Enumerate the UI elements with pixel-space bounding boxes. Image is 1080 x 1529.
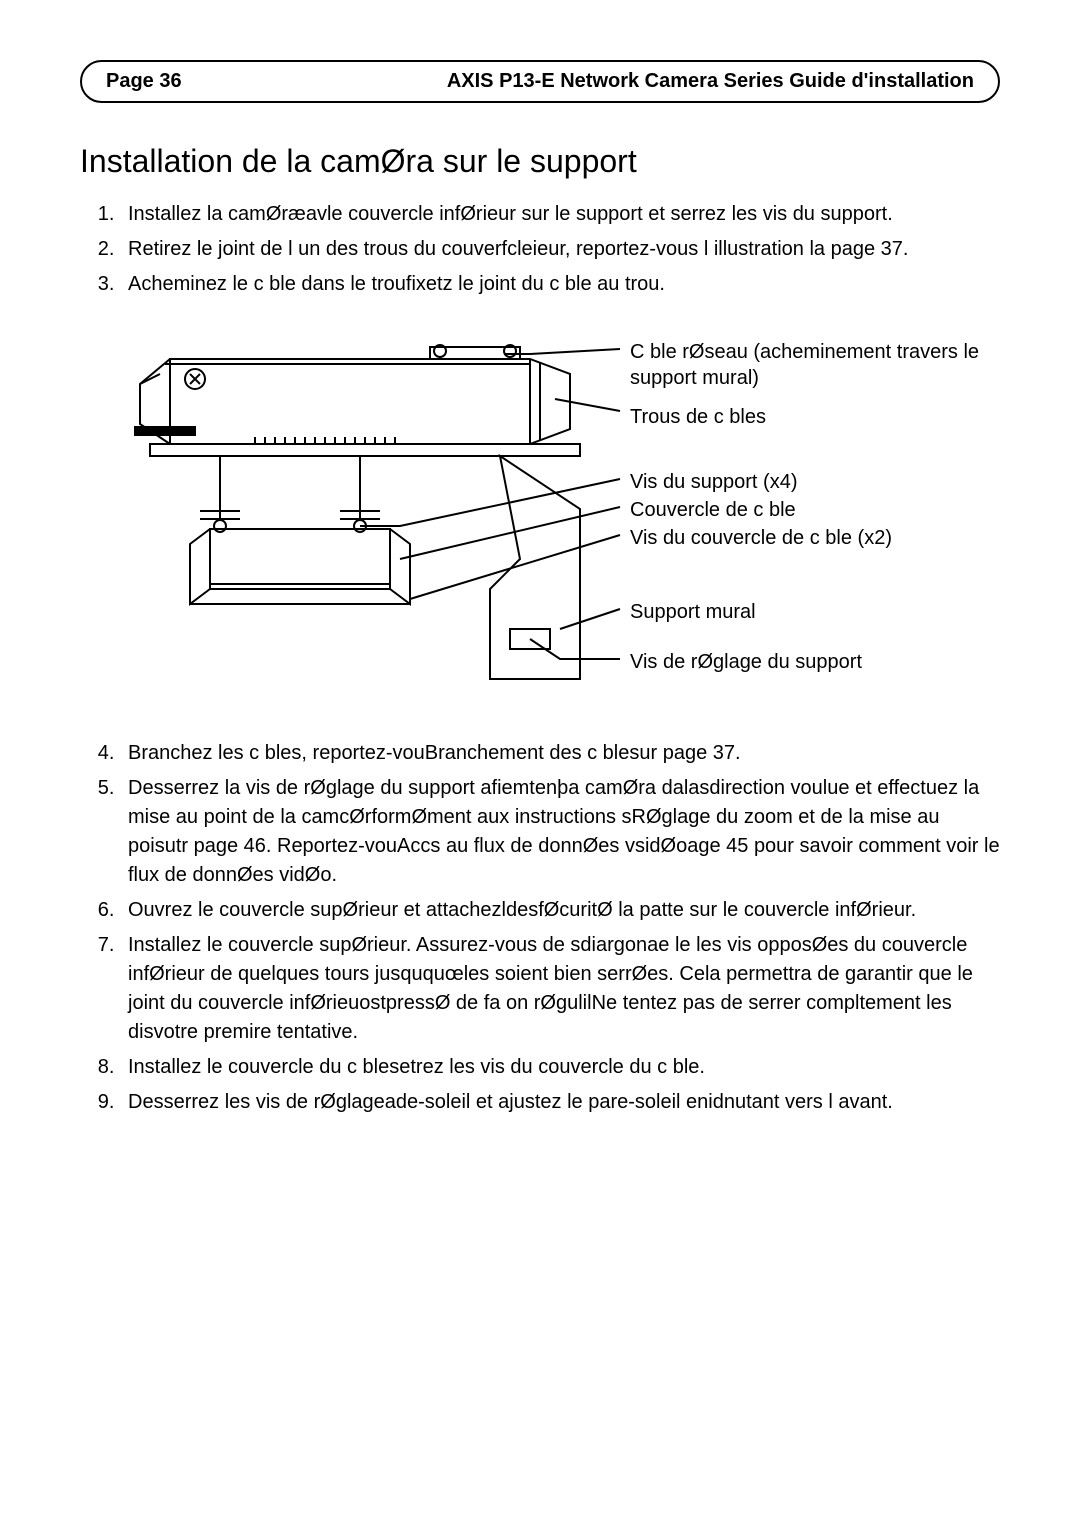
diagram-label: Vis de rØglage du support: [630, 649, 862, 675]
steps-list-bottom: Branchez les c bles, reportez-vouBranche…: [80, 739, 1000, 1117]
diagram-label: Trous de c bles: [630, 404, 766, 430]
step-item: Installez la camØræavle couvercle infØri…: [120, 200, 1000, 229]
doc-title: AXIS P13-E Network Camera Series Guide d…: [447, 70, 974, 93]
steps-list-top: Installez la camØræavle couvercle infØri…: [80, 200, 1000, 299]
diagram-label: Vis du couvercle de c ble (x2): [630, 525, 892, 551]
step-item: Ouvrez le couvercle supØrieur et attache…: [120, 896, 1000, 925]
step-item: Installez le couvercle du c blesetrez le…: [120, 1053, 1000, 1082]
diagram-label: Support mural: [630, 599, 756, 625]
diagram: C ble rØseau (acheminement travers le su…: [100, 329, 980, 709]
page-header: Page 36 AXIS P13-E Network Camera Series…: [80, 60, 1000, 103]
diagram-label: Vis du support (x4): [630, 469, 798, 495]
step-item: Desserrez la vis de rØglage du support a…: [120, 774, 1000, 890]
step-item: Desserrez les vis de rØglageade-soleil e…: [120, 1088, 1000, 1117]
step-item: Acheminez le c ble dans le troufixetz le…: [120, 270, 1000, 299]
diagram-label: Couvercle de c ble: [630, 497, 796, 523]
diagram-label: C ble rØseau (acheminement travers le su…: [630, 339, 990, 391]
section-title: Installation de la camØra sur le support: [80, 143, 1000, 180]
step-item: Branchez les c bles, reportez-vouBranche…: [120, 739, 1000, 768]
page-number: Page 36: [106, 70, 182, 93]
step-item: Retirez le joint de l un des trous du co…: [120, 235, 1000, 264]
step-item: Installez le couvercle supØrieur. Assure…: [120, 931, 1000, 1047]
